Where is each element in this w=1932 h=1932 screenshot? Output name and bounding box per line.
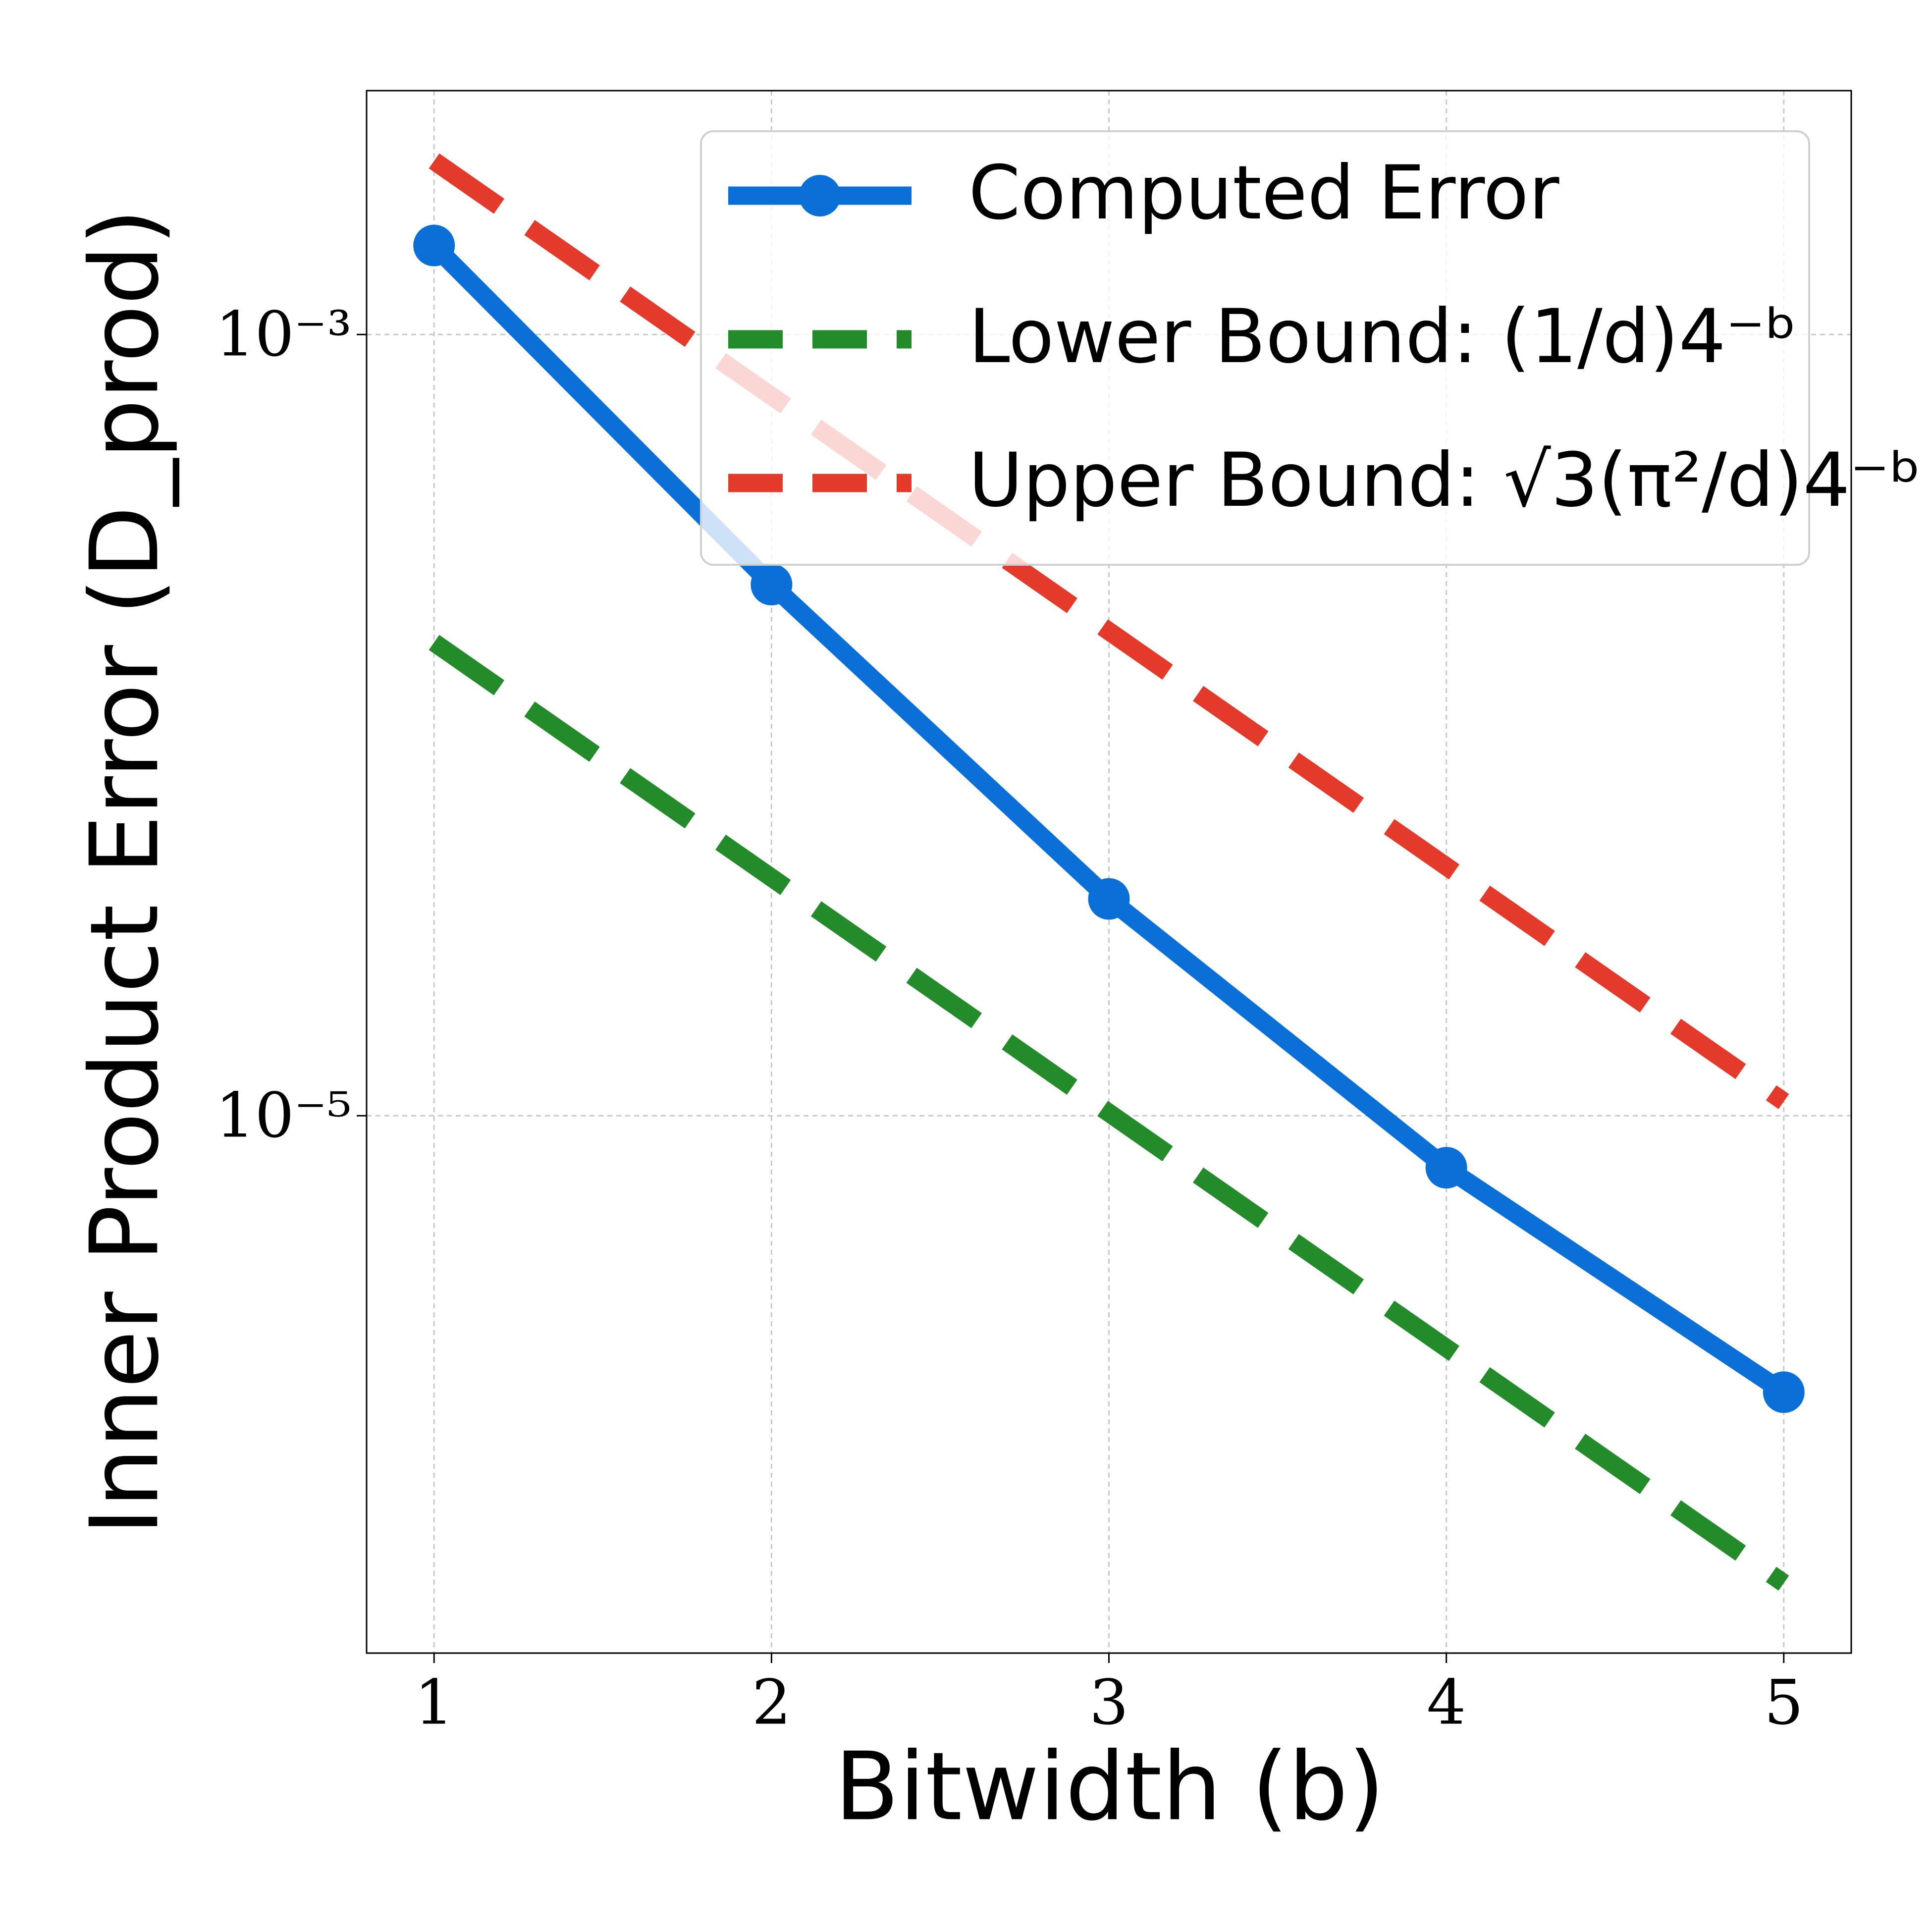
marker [1763, 1371, 1805, 1413]
legend-label: Lower Bound: (1/d)4⁻ᵇ [968, 294, 1797, 380]
marker [413, 224, 455, 267]
legend-marker [799, 175, 841, 216]
y-tick-label: 10⁻⁵ [215, 1080, 352, 1152]
x-tick-label: 3 [1089, 1667, 1129, 1739]
series-line [429, 153, 1789, 1109]
legend-label: Upper Bound: √3(π²/d)4⁻ᵇ [968, 437, 1921, 524]
y-axis-label: Inner Product Error (D_prod) [70, 209, 179, 1536]
marker [751, 564, 793, 606]
x-tick-label: 2 [752, 1667, 792, 1739]
plot-frame [366, 90, 1852, 1654]
legend-box [700, 130, 1810, 566]
marker [1088, 878, 1130, 920]
x-tick-label: 4 [1427, 1667, 1466, 1739]
x-tick-label: 1 [414, 1667, 454, 1739]
y-tick-label: 10⁻³ [215, 299, 352, 371]
x-tick-label: 5 [1764, 1667, 1804, 1739]
legend-label: Computed Error [968, 150, 1559, 236]
marker [1425, 1147, 1467, 1189]
x-axis-label: Bitwidth (b) [835, 1732, 1385, 1841]
series-line [429, 635, 1789, 1591]
